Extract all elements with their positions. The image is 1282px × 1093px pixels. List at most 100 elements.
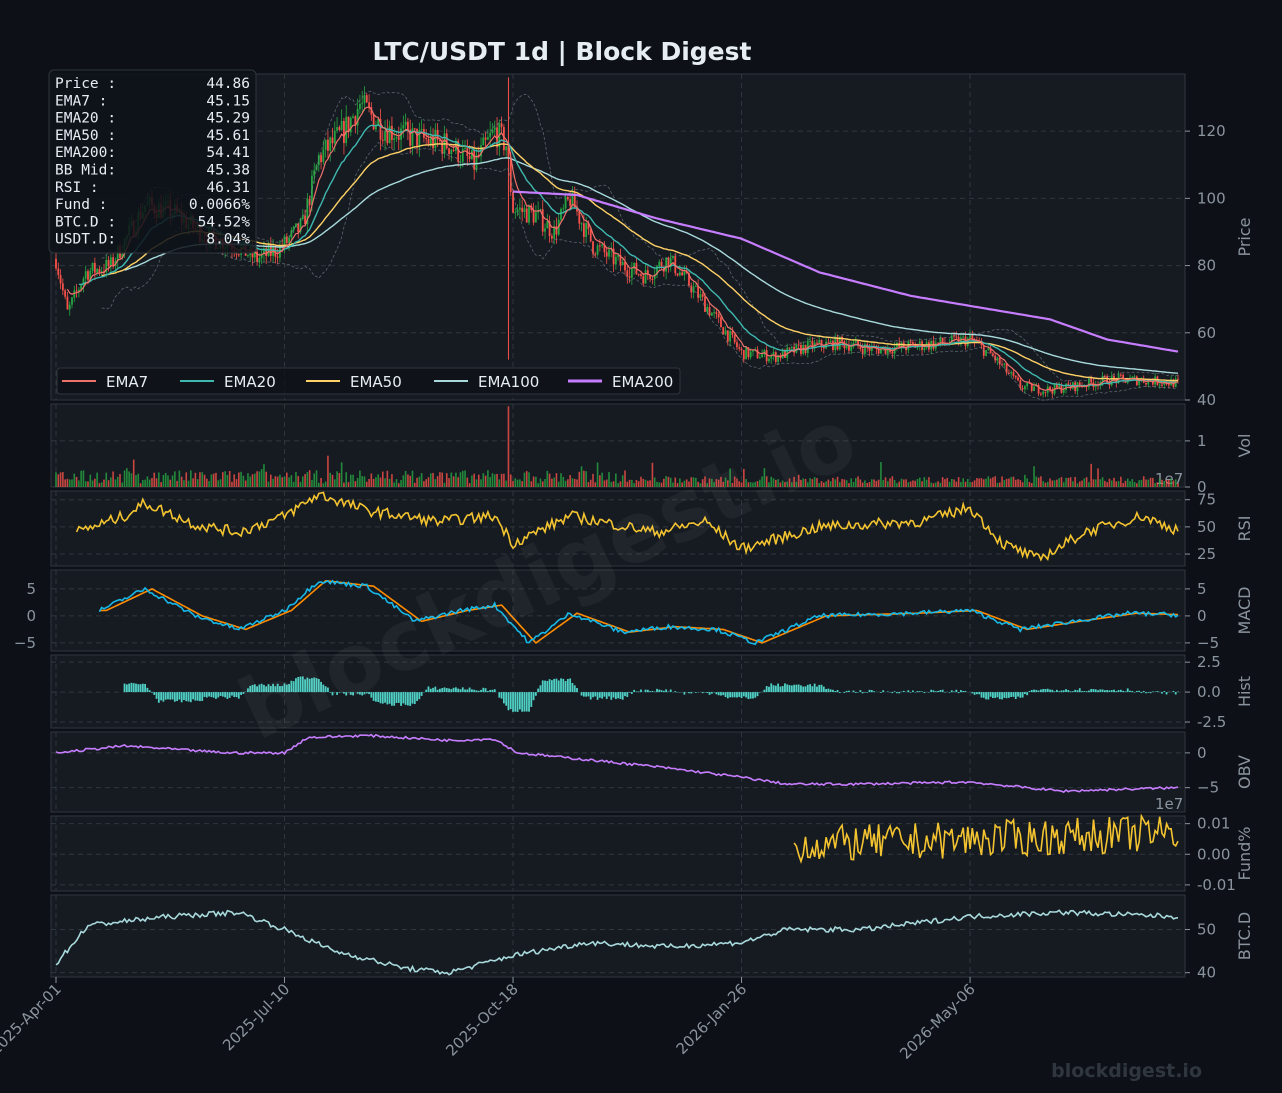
hist-bar — [224, 692, 226, 698]
info-label: Fund : — [55, 197, 107, 213]
candle-body — [505, 146, 508, 151]
hist-bar — [585, 692, 588, 697]
volume-bar — [571, 478, 574, 487]
volume-bar — [820, 481, 823, 487]
volume-bar — [795, 481, 798, 487]
hist-bar — [1165, 692, 1168, 695]
volume-bar — [441, 472, 443, 487]
hist-bar — [219, 692, 222, 697]
hist-bar — [189, 692, 192, 703]
hist-bar — [557, 680, 560, 693]
hist-bar — [1161, 692, 1163, 694]
volume-bar — [866, 482, 869, 487]
volume-bar — [971, 481, 974, 487]
hist-bar — [1147, 692, 1150, 693]
hist-bar — [308, 678, 311, 693]
volume-bar — [907, 482, 910, 487]
hist-bar — [1008, 692, 1010, 698]
hist-bar — [758, 692, 761, 693]
hist-bar — [550, 680, 553, 693]
volume-bar — [715, 479, 718, 487]
volume-bar — [759, 479, 761, 487]
volume-bar — [468, 483, 471, 487]
candle-body — [64, 290, 67, 297]
volume-bar — [580, 466, 583, 487]
volume-bar — [576, 479, 578, 487]
volume-bar — [503, 473, 505, 487]
hist-bar — [950, 690, 953, 693]
hist-bar — [361, 692, 364, 696]
volume-bar — [823, 482, 825, 487]
volume-bar — [969, 482, 971, 487]
hist-bar — [1065, 689, 1067, 693]
hist-bar — [548, 679, 551, 693]
candle-body — [313, 170, 316, 176]
volume-bar — [564, 480, 567, 487]
hist-bar — [740, 692, 743, 699]
volume-bar — [1021, 482, 1024, 487]
candle-body — [237, 254, 240, 256]
hist-bar — [1010, 692, 1013, 697]
candle-body — [905, 348, 907, 351]
candle-body — [1039, 393, 1042, 395]
volume-bar — [628, 479, 631, 487]
hist-bar — [930, 689, 933, 693]
y-axis-label: Vol — [1235, 434, 1254, 458]
volume-bar — [683, 480, 686, 487]
hist-bar — [292, 681, 295, 693]
candle-body — [701, 294, 704, 297]
hist-bar — [637, 691, 640, 693]
hist-bar — [909, 692, 912, 693]
hist-bar — [260, 683, 263, 693]
hist-bar — [582, 692, 585, 697]
candle-body — [569, 199, 572, 206]
hist-bar — [827, 688, 830, 693]
hist-bar — [848, 690, 850, 693]
candle-body — [937, 342, 939, 344]
obv-line — [55, 733, 1179, 794]
volume-bar — [176, 480, 178, 487]
volume-bar — [843, 479, 846, 487]
hist-bar — [1046, 688, 1049, 693]
candle-body — [407, 121, 409, 130]
hist-bar — [1021, 692, 1024, 698]
volume-bar — [914, 480, 917, 487]
hist-bar — [377, 692, 380, 702]
hist-bar — [1119, 689, 1122, 693]
hist-bar — [1076, 690, 1079, 693]
candle-body — [864, 344, 866, 354]
hist-bar — [1122, 690, 1125, 693]
volume-bar — [64, 479, 66, 487]
hist-bar — [779, 686, 782, 693]
hist-bar — [231, 692, 233, 696]
hist-bar — [1129, 690, 1131, 693]
volume-bar — [338, 472, 341, 487]
hist-bar — [532, 692, 535, 701]
hist-bar — [960, 690, 962, 693]
candle-body — [827, 341, 830, 343]
hist-bar — [694, 692, 697, 693]
volume-bar — [500, 473, 503, 487]
candle-body — [646, 270, 649, 276]
candle-body — [1051, 390, 1054, 394]
hist-bar — [861, 692, 864, 694]
candle-body — [365, 95, 368, 103]
hist-bar — [596, 692, 599, 700]
candle-body — [731, 331, 734, 335]
volume-bar — [994, 476, 996, 487]
volume-bar — [55, 472, 57, 487]
volume-bar — [665, 476, 667, 487]
candle-body — [331, 137, 334, 144]
candle-body — [651, 278, 654, 280]
volume-bar — [222, 472, 224, 487]
hist-bar — [279, 686, 281, 693]
volume-bar — [1122, 483, 1124, 487]
info-value: 54.41 — [206, 145, 250, 161]
volume-bar — [356, 477, 359, 487]
hist-bar — [1151, 691, 1154, 693]
volume-bar — [183, 480, 185, 487]
volume-bar — [539, 478, 542, 487]
macd-left-tick: 0 — [26, 607, 36, 625]
volume-bar — [544, 479, 546, 487]
candle-body — [868, 347, 871, 352]
